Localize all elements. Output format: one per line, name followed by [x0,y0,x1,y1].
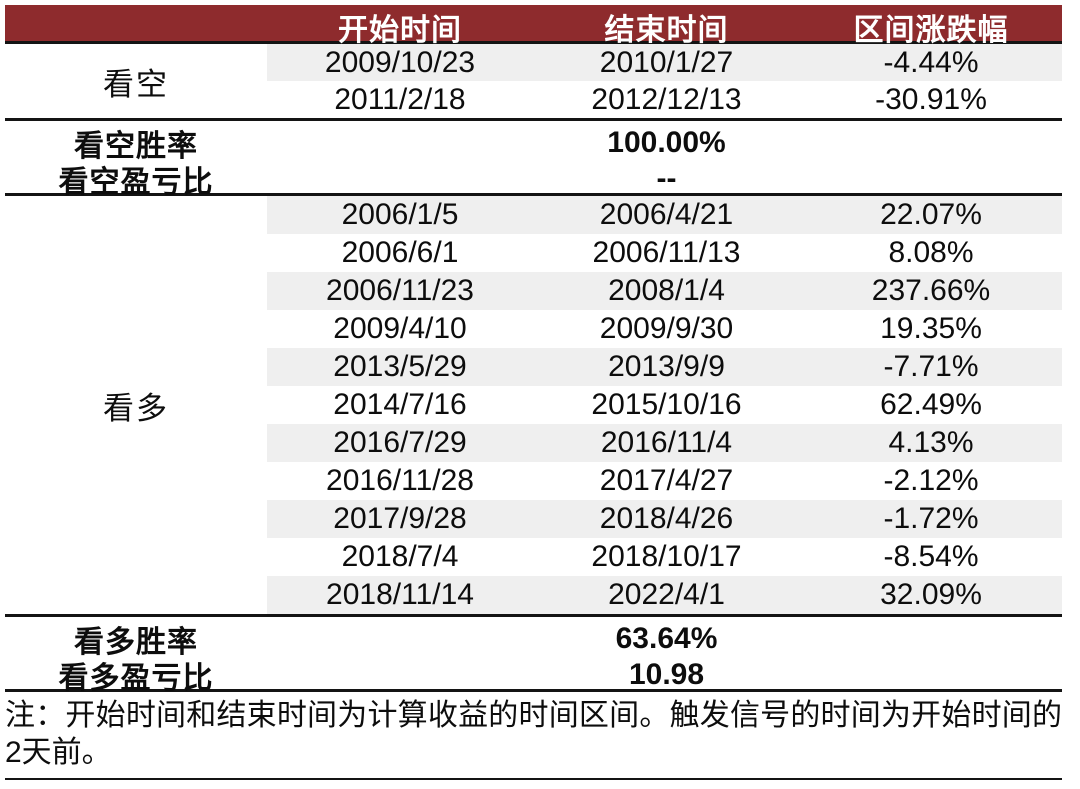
end-date-cell: 2015/10/16 [591,388,742,421]
bull-win-rate-value: 63.64% [615,622,718,655]
bearish-rows: 2009/10/23 2010/1/27 -4.44% 2011/2/18 20… [267,44,1062,118]
summary-row: 看多胜率 63.64% [5,617,1062,659]
table-row: 2006/6/1 2006/11/13 8.08% [267,234,1062,272]
change-cell: -8.54% [883,540,979,573]
end-date-cell: 2018/4/26 [599,502,734,535]
end-date-cell: 2018/10/17 [591,540,742,573]
end-date-cell: 2010/1/27 [599,45,734,79]
start-date-cell: 2006/6/1 [341,236,459,269]
start-date-cell: 2017/9/28 [333,502,467,535]
change-cell: -7.71% [883,350,979,383]
header-start-time: 开始时间 [338,14,462,47]
bearish-summary: 看空胜率 100.00% 看空盈亏比 -- [5,121,1062,199]
start-date-cell: 2014/7/16 [333,388,467,421]
end-date-cell: 2008/1/4 [608,274,725,307]
end-date-cell: 2009/9/30 [599,312,734,345]
summary-row: 看空胜率 100.00% [5,121,1062,163]
table-row: 2016/7/29 2016/11/4 4.13% [267,424,1062,462]
header-interval-change: 区间涨跌幅 [853,14,1009,47]
change-cell: -1.72% [883,502,979,535]
end-date-cell: 2013/9/9 [608,350,725,383]
table-row: 2014/7/16 2015/10/16 62.49% [267,386,1062,424]
bull-pl-ratio-value: 10.98 [628,658,705,691]
bullish-section: 看多 2006/1/5 2006/4/21 22.07% 2006/6/1 20… [5,196,1062,617]
change-cell: 32.09% [880,578,982,611]
start-date-cell: 2009/4/10 [333,312,467,345]
bullish-rows: 2006/1/5 2006/4/21 22.07% 2006/6/1 2006/… [267,196,1062,614]
table-row: 2018/7/4 2018/10/17 -8.54% [267,538,1062,576]
change-cell: -4.44% [883,45,979,79]
bullish-summary: 看多胜率 63.64% 看多盈亏比 10.98 [5,617,1062,695]
change-cell: -2.12% [883,464,979,497]
start-date-cell: 2018/11/14 [326,578,474,611]
bear-pl-ratio-value: -- [656,162,677,195]
table-header-row: 开始时间 结束时间 区间涨跌幅 [5,5,1062,47]
start-date-cell: 2011/2/18 [334,82,466,116]
end-date-cell: 2022/4/1 [608,578,725,611]
start-date-cell: 2016/11/28 [326,464,474,497]
bear-win-rate-label: 看空胜率 [74,130,198,163]
change-cell: 4.13% [888,426,974,459]
table-row: 2018/11/14 2022/4/1 32.09% [267,576,1062,614]
table-row: 2009/4/10 2009/9/30 19.35% [267,310,1062,348]
change-cell: 62.49% [880,388,982,421]
header-end-time: 结束时间 [604,14,729,47]
start-date-cell: 2013/5/29 [333,350,467,383]
signal-performance-table: 开始时间 结束时间 区间涨跌幅 看空 2009/10/23 2010/1/27 … [5,5,1062,780]
change-cell: -30.91% [875,82,987,116]
table-row: 2006/11/23 2008/1/4 237.66% [267,272,1062,310]
end-date-cell: 2012/12/13 [591,82,742,116]
start-date-cell: 2009/10/23 [324,45,476,79]
start-date-cell: 2016/7/29 [333,426,467,459]
bear-pl-ratio-label: 看空盈亏比 [58,166,214,199]
change-cell: 19.35% [880,312,982,345]
bearish-section: 看空 2009/10/23 2010/1/27 -4.44% 2011/2/18… [5,44,1062,121]
table-row: 2009/10/23 2010/1/27 -4.44% [267,44,1062,81]
bull-win-rate-label: 看多胜率 [74,626,198,659]
bear-win-rate-value: 100.00% [607,126,726,159]
table-row: 2017/9/28 2018/4/26 -1.72% [267,500,1062,538]
table-row: 2006/1/5 2006/4/21 22.07% [267,196,1062,234]
change-cell: 237.66% [871,274,991,307]
end-date-cell: 2006/4/21 [599,198,734,231]
change-cell: 22.07% [880,198,982,231]
end-date-cell: 2006/11/13 [592,236,741,269]
start-date-cell: 2018/7/4 [341,540,459,573]
end-date-cell: 2016/11/4 [600,426,733,459]
summary-row: 看多盈亏比 10.98 [5,653,1062,695]
table-footnote: 注：开始时间和结束时间为计算收益的时间区间。触发信号的时间为开始时间的2天前。 [5,692,1062,780]
change-cell: 8.08% [888,236,974,269]
start-date-cell: 2006/11/23 [326,274,474,307]
table-row: 2013/5/29 2013/9/9 -7.71% [267,348,1062,386]
end-date-cell: 2017/4/27 [599,464,734,497]
summary-row: 看空盈亏比 -- [5,157,1062,199]
bull-pl-ratio-label: 看多盈亏比 [58,662,214,695]
bearish-label: 看空 [5,44,267,118]
bullish-label: 看多 [5,196,267,614]
table-row: 2011/2/18 2012/12/13 -30.91% [267,81,1062,118]
start-date-cell: 2006/1/5 [341,198,459,231]
table-row: 2016/11/28 2017/4/27 -2.12% [267,462,1062,500]
